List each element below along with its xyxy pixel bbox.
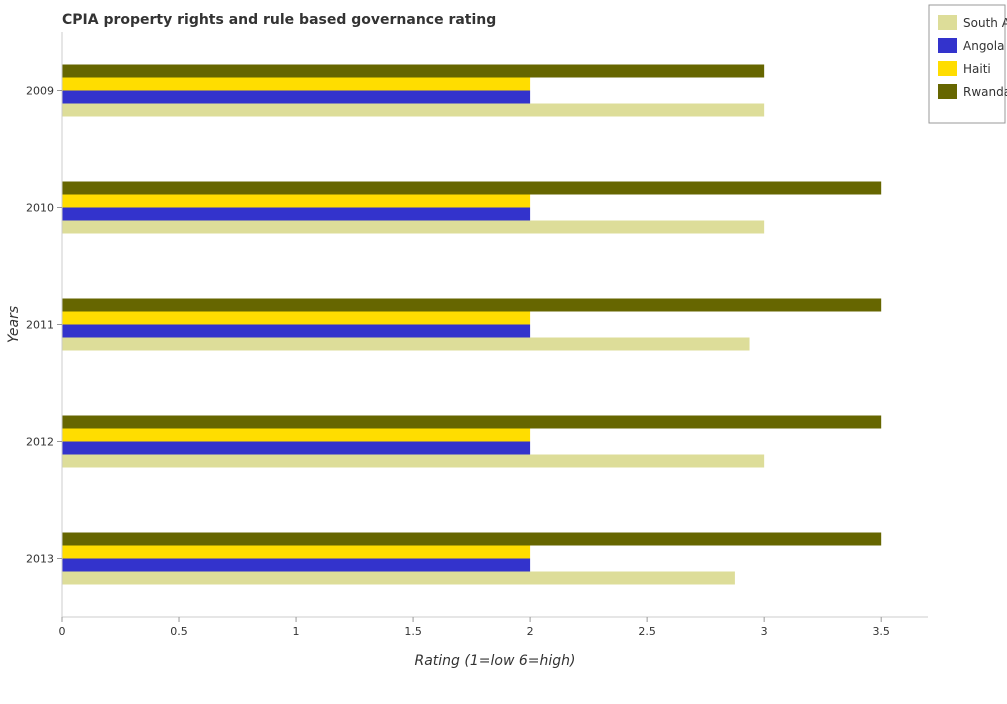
x-tick-label: 0.5 (170, 625, 188, 638)
x-tick-label: 1.5 (404, 625, 422, 638)
axes-group: 0 0.5 1 1.5 2 2.5 3 3.5 2009 2010 2011 2012 2013 (26, 32, 928, 638)
legend-label: Rwanda (963, 85, 1007, 99)
bar-haiti-2010 (62, 194, 531, 208)
legend-swatch (938, 61, 957, 76)
y-tick-label: 2013 (26, 553, 54, 566)
bar-south-asia-2010 (62, 220, 765, 234)
bar-angola-2012 (62, 441, 531, 455)
bar-rwanda-2012 (62, 415, 882, 429)
y-tick-label: 2012 (26, 436, 54, 449)
legend-swatch (938, 38, 957, 53)
bar-rwanda-2011 (62, 298, 882, 312)
bar-angola-2009 (62, 90, 531, 104)
legend: South Asia Angola Haiti Rwanda (928, 4, 1007, 124)
bar-angola-2010 (62, 207, 531, 221)
y-tick-label: 2011 (26, 319, 54, 332)
bars-group (62, 64, 882, 585)
x-tick-label: 3 (761, 625, 768, 638)
legend-label: Haiti (963, 62, 991, 76)
x-tick-label: 2 (527, 625, 534, 638)
bar-haiti-2011 (62, 311, 531, 325)
y-tick-label: 2009 (26, 85, 54, 98)
bar-rwanda-2010 (62, 181, 882, 195)
bar-south-asia-2013 (62, 571, 735, 585)
x-tick-label: 2.5 (638, 625, 656, 638)
y-axis-label: Years (6, 306, 22, 343)
bar-south-asia-2011 (62, 337, 750, 351)
legend-swatch (938, 15, 957, 30)
legend-label: Angola (963, 39, 1004, 53)
x-tick-label: 3.5 (872, 625, 890, 638)
bar-rwanda-2009 (62, 64, 765, 78)
y-tick-label: 2010 (26, 202, 54, 215)
bar-south-asia-2009 (62, 103, 765, 117)
x-tick-label: 1 (293, 625, 300, 638)
legend-swatch (938, 84, 957, 99)
bar-haiti-2009 (62, 77, 531, 91)
bar-south-asia-2012 (62, 454, 765, 468)
chart-title: CPIA property rights and rule based gove… (62, 12, 496, 28)
x-axis-label: Rating (1=low 6=high) (415, 653, 576, 669)
bar-haiti-2012 (62, 428, 531, 442)
x-tick-label: 0 (59, 625, 66, 638)
legend-label: South Asia (963, 16, 1007, 30)
bar-angola-2013 (62, 558, 531, 572)
bar-angola-2011 (62, 324, 531, 338)
bar-rwanda-2013 (62, 532, 882, 546)
bar-haiti-2013 (62, 545, 531, 559)
